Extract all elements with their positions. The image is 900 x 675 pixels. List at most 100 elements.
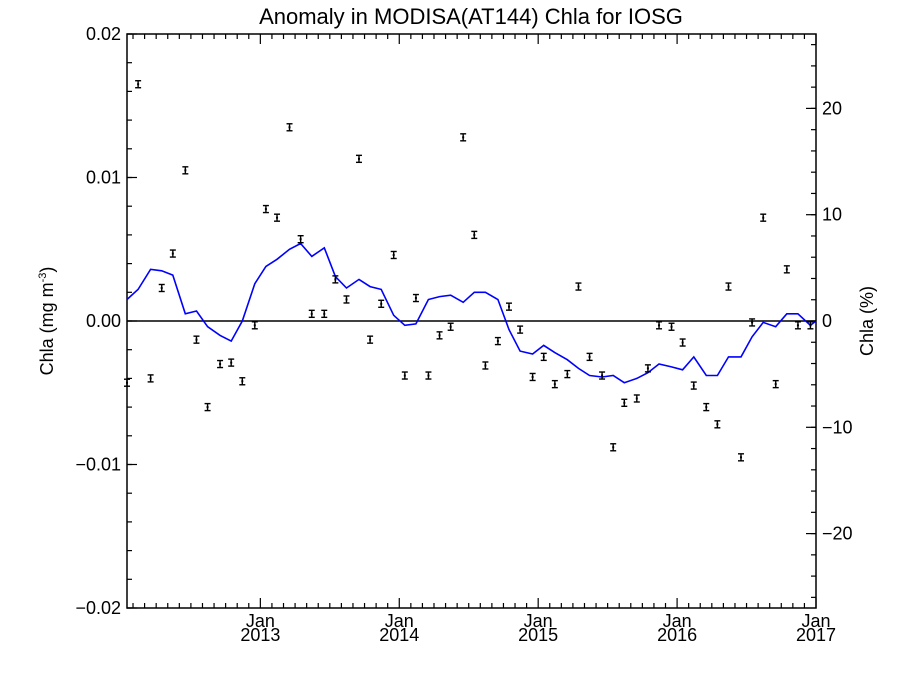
anomaly-marker	[334, 278, 337, 281]
anomaly-point	[401, 371, 408, 380]
anomaly-marker	[230, 361, 233, 364]
anomaly-marker	[392, 253, 395, 256]
anomaly-marker	[796, 324, 799, 327]
x-tick-year-label: 2017	[796, 625, 836, 645]
anomaly-marker	[414, 297, 417, 300]
anomaly-marker	[438, 334, 441, 337]
y-right-tick-label: 20	[822, 98, 842, 118]
anomaly-marker	[473, 233, 476, 236]
anomaly-marker	[369, 338, 372, 341]
anomaly-point	[807, 321, 814, 330]
anomaly-point	[355, 154, 362, 164]
anomaly-marker	[241, 380, 244, 383]
anomaly-marker	[126, 381, 128, 384]
y-axis-left-label-close: )	[37, 267, 57, 273]
anomaly-marker	[762, 216, 765, 219]
anomaly-point	[610, 443, 617, 452]
anomaly-marker	[739, 456, 742, 459]
anomaly-marker	[553, 383, 556, 386]
anomaly-marker	[635, 397, 638, 400]
anomaly-marker	[276, 216, 279, 219]
x-tick-month-label: Jan	[246, 611, 275, 631]
anomaly-marker	[751, 321, 754, 324]
anomaly-marker	[716, 423, 719, 426]
anomaly-point	[599, 371, 606, 380]
anomaly-marker	[484, 364, 487, 367]
anomaly-point	[367, 335, 374, 344]
anomaly-marker	[785, 268, 788, 271]
y-right-tick-label: −10	[822, 417, 853, 437]
anomaly-point	[124, 378, 130, 387]
anomaly-marker	[299, 238, 302, 241]
y-left-tick-label: 0.01	[86, 168, 121, 188]
anomaly-point	[147, 374, 154, 383]
anomaly-marker	[588, 355, 591, 358]
anomaly-marker	[160, 286, 163, 289]
anomaly-marker	[310, 312, 313, 315]
anomaly-marker	[705, 406, 708, 409]
anomaly-marker	[403, 374, 406, 377]
anomaly-point	[668, 322, 675, 331]
anomaly-point	[239, 377, 246, 386]
anomaly-marker	[646, 367, 649, 370]
anomaly-point	[274, 213, 281, 222]
anomaly-point	[228, 358, 235, 367]
anomaly-marker	[612, 446, 615, 449]
anomaly-point	[633, 394, 640, 403]
anomaly-marker	[531, 375, 534, 378]
anomaly-point	[135, 80, 142, 89]
anomaly-point	[540, 352, 547, 362]
anomaly-point	[251, 321, 258, 330]
anomaly-point	[204, 402, 211, 412]
anomaly-marker	[427, 374, 430, 377]
anomaly-point	[460, 133, 467, 142]
anomaly-point	[644, 364, 651, 373]
anomaly-marker	[264, 208, 267, 211]
anomaly-point	[169, 249, 176, 258]
y-left-tick-label: 0.02	[86, 24, 121, 44]
anomaly-point	[506, 302, 513, 311]
anomaly-point	[690, 381, 697, 390]
anomaly-marker	[357, 157, 360, 160]
anomaly-point	[725, 282, 732, 291]
x-tick-year-label: 2014	[379, 625, 419, 645]
anomaly-marker	[184, 169, 187, 172]
anomaly-point	[321, 309, 328, 319]
anomaly-marker	[219, 363, 222, 366]
anomaly-marker	[727, 285, 730, 288]
x-tick-month-label: Jan	[524, 611, 553, 631]
anomaly-point	[494, 336, 501, 346]
y-axis-left-label: Chla (mg m-3)	[37, 267, 57, 376]
anomaly-marker	[681, 341, 684, 344]
anomaly-marker	[658, 324, 661, 327]
x-tick-year-label: 2015	[518, 625, 558, 645]
anomaly-point	[343, 295, 350, 304]
anomaly-point	[332, 275, 339, 284]
x-tick-month-label: Jan	[385, 611, 414, 631]
anomaly-point	[447, 322, 454, 331]
anomaly-point	[436, 331, 443, 340]
anomaly-marker	[692, 384, 695, 387]
anomaly-point	[656, 321, 663, 330]
anomaly-point	[286, 123, 293, 132]
anomaly-marker	[601, 374, 604, 377]
anomaly-point	[749, 318, 756, 327]
running-mean-line	[126, 242, 817, 384]
anomaly-marker	[345, 298, 348, 301]
y-left-tick-label: −0.02	[75, 598, 121, 618]
anomaly-point	[308, 309, 315, 319]
anomaly-point	[783, 265, 790, 274]
anomaly-point	[586, 352, 593, 362]
anomaly-marker	[809, 324, 812, 327]
plot-area	[124, 33, 817, 609]
anomaly-point	[621, 398, 628, 407]
anomaly-marker	[171, 252, 174, 255]
anomaly-point	[425, 371, 432, 380]
y-right-tick-label: 0	[822, 311, 832, 331]
anomaly-point	[193, 335, 200, 344]
anomaly-point	[575, 282, 582, 291]
y-left-tick-label: −0.01	[75, 455, 121, 475]
anomaly-point	[517, 325, 524, 334]
anomaly-point	[262, 204, 269, 214]
anomaly-point	[703, 402, 710, 412]
